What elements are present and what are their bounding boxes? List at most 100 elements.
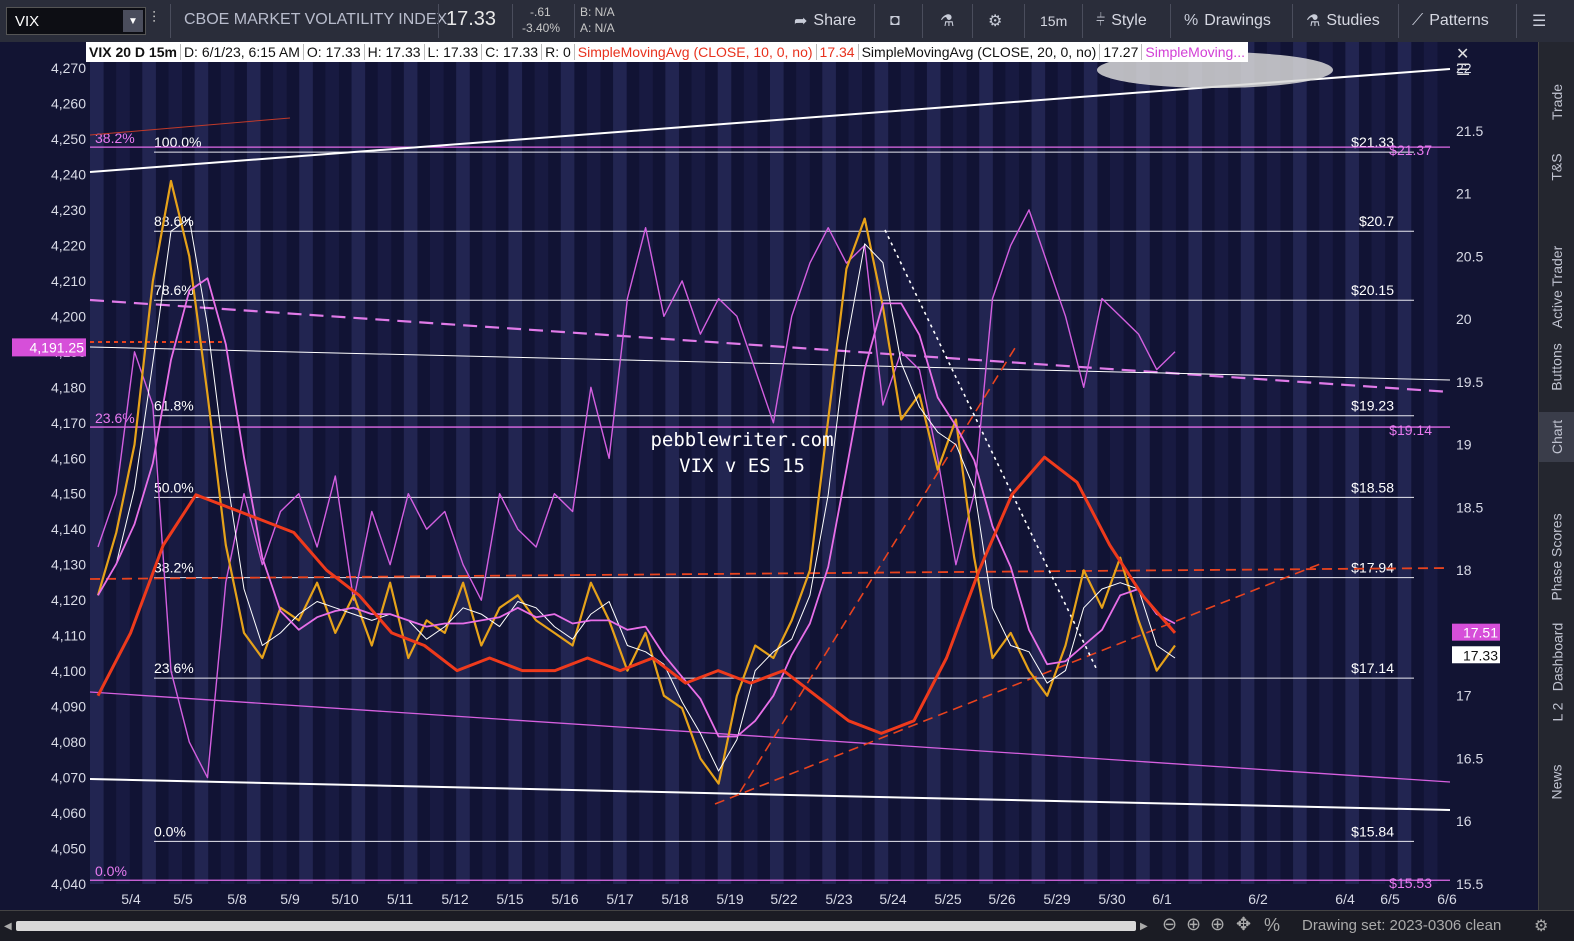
fib-value-label: $18.58 [1351, 479, 1394, 495]
zoom-out-icon[interactable]: ⊖ [1162, 914, 1178, 934]
studies-button[interactable]: ⚗ Studies [1306, 8, 1380, 34]
sidebar-tab-label: Buttons [1549, 343, 1566, 391]
session-band [900, 42, 915, 884]
sma20-label[interactable]: SimpleMovingAvg (CLOSE, 20, 0, no) [859, 44, 1101, 60]
pan-icon[interactable]: ✥ [1236, 914, 1252, 934]
session-band [586, 42, 601, 884]
close-icon[interactable]: ✕ [1456, 46, 1470, 63]
x-axis-tick: 5/18 [661, 891, 688, 907]
percent-icon[interactable]: % [1264, 915, 1281, 935]
style-button[interactable]: ⫩ Style [1096, 8, 1147, 34]
session-band [90, 42, 104, 884]
sidebar-tab-chart[interactable]: Chart [1539, 412, 1574, 462]
x-axis-tick: 5/8 [227, 891, 247, 907]
session-band [299, 42, 313, 884]
bar-high: H: 17.33 [365, 44, 425, 60]
settings-icon[interactable]: ⚙ [1534, 918, 1549, 935]
left-axis-tick: 4,080 [51, 734, 86, 750]
fib-value-label: $17.94 [1351, 560, 1394, 576]
orange-dashed-horizontal [89, 567, 1451, 580]
patterns-icon: ⟋ [1412, 12, 1424, 29]
x-axis-tick: 5/17 [606, 891, 633, 907]
session-band [534, 42, 549, 884]
share-button[interactable]: ➦ Share [794, 8, 856, 34]
scroll-right-icon[interactable]: ▶ [1140, 921, 1148, 932]
collapse-icon[interactable]: ☰ [1456, 62, 1471, 79]
divider [1082, 4, 1083, 38]
menu-button[interactable]: ☰ [1532, 8, 1552, 34]
crosshair-icon[interactable]: ⊕ [1186, 914, 1202, 934]
chart-area[interactable]: 100.0% $21.33 88.6% $20.7 78.6% $20.15 61.8% $1… [0, 42, 1538, 910]
change-percent: -3.40% [522, 21, 561, 35]
session-band [482, 42, 496, 884]
sma-more-label[interactable]: SimpleMoving... [1145, 44, 1245, 60]
drawing-set-label[interactable]: Drawing set: 2023-0306 clean [1302, 917, 1502, 934]
divider [438, 4, 439, 38]
session-band [639, 42, 653, 884]
pink-dashed-trend [89, 298, 1451, 394]
patterns-button[interactable]: ⟋ Patterns [1412, 8, 1489, 34]
chevron-down-icon[interactable]: ▼ [123, 10, 143, 32]
left-axis-tick: 4,170 [51, 415, 86, 431]
left-axis-tick: 4,220 [51, 237, 86, 253]
session-band [220, 42, 235, 884]
left-axis-tick: 4,160 [51, 450, 86, 466]
orange-dashed-steep [739, 347, 1016, 793]
flask-button[interactable]: ⚗ [940, 8, 960, 34]
sidebar-tab-phase-scores[interactable]: Phase Scores [1539, 502, 1574, 612]
right-price-marker-bg [1452, 623, 1500, 641]
symbol-selector[interactable]: VIX ▼ [6, 7, 146, 35]
left-axis-tick: 4,140 [51, 521, 86, 537]
screenshot-icon: ◘ [890, 12, 900, 29]
left-axis-tick: 4,240 [51, 166, 86, 182]
divider [512, 4, 513, 38]
session-band [273, 42, 287, 884]
camera-button[interactable]: ◘ [890, 8, 906, 34]
patterns-label: Patterns [1429, 12, 1489, 29]
sidebar-tab-buttons[interactable]: Buttons [1539, 332, 1574, 402]
es-price-line [97, 209, 1176, 779]
ask-value: A: N/A [580, 21, 615, 35]
settings-button[interactable]: ⚙ [988, 8, 1008, 34]
sma10-label[interactable]: SimpleMovingAvg (CLOSE, 10, 0, no) [575, 44, 817, 60]
timeframe-button[interactable]: 15m [1040, 13, 1068, 29]
percent-icon: % [1184, 12, 1199, 29]
scroll-left-icon[interactable]: ◀ [4, 921, 12, 932]
session-band [1345, 42, 1359, 884]
session-band [1293, 42, 1307, 884]
white-trend-line [89, 346, 1451, 381]
right-sidebar: Trade T&S Active Trader Buttons Chart Phase S… [1538, 42, 1574, 910]
time-scrollbar[interactable] [16, 921, 1136, 931]
sma10-value: 17.34 [817, 44, 859, 60]
x-axis-tick: 5/22 [770, 891, 797, 907]
right-axis-tick: 16 [1456, 813, 1472, 829]
x-axis-tick: 6/4 [1335, 891, 1355, 907]
list-icon: ☰ [1532, 13, 1547, 30]
symbol-value[interactable]: VIX [15, 12, 40, 30]
session-band [1240, 42, 1255, 884]
sidebar-tab-news[interactable]: News [1539, 752, 1574, 812]
session-band [822, 42, 836, 884]
zoom-in-icon[interactable]: ⊕ [1210, 914, 1226, 934]
sidebar-tab-t-s[interactable]: T&S [1539, 142, 1574, 192]
link-icon[interactable]: ⫶ [152, 10, 157, 27]
drawings-button[interactable]: % Drawings [1184, 8, 1271, 34]
right-axis-tick: 20 [1456, 311, 1472, 327]
right-axis-tick: 16.5 [1456, 750, 1483, 766]
watermark-text: pebblewriter.com [650, 429, 833, 451]
watermark: pebblewriter.com VIX v ES 15 [650, 429, 833, 477]
fib-levels: 100.0% $21.33 88.6% $20.7 78.6% $20.15 61.8% $1… [90, 130, 1450, 891]
sidebar-tab-active-trader[interactable]: Active Trader [1539, 232, 1574, 342]
divider [170, 4, 171, 38]
flask-icon: ⚗ [1306, 13, 1321, 30]
left-axis-tick: 4,260 [51, 95, 86, 111]
sidebar-tab-l-2[interactable]: L 2 [1539, 692, 1574, 732]
chart-svg[interactable]: 100.0% $21.33 88.6% $20.7 78.6% $20.15 61.8% $1… [0, 42, 1538, 910]
session-band [325, 42, 339, 884]
right-axis: 2221.52120.52019.51918.51817.51716.51615… [1452, 60, 1500, 892]
sidebar-tab-trade[interactable]: Trade [1539, 82, 1574, 122]
sidebar-tab-dashboard[interactable]: Dashboard [1539, 612, 1574, 702]
study-info-bar: VIX 20 D 15m D: 6/1/23, 6:15 AM O: 17.33… [86, 42, 1248, 62]
x-axis-tick: 5/11 [387, 891, 413, 907]
sidebar-tab-label: Phase Scores [1549, 513, 1566, 601]
